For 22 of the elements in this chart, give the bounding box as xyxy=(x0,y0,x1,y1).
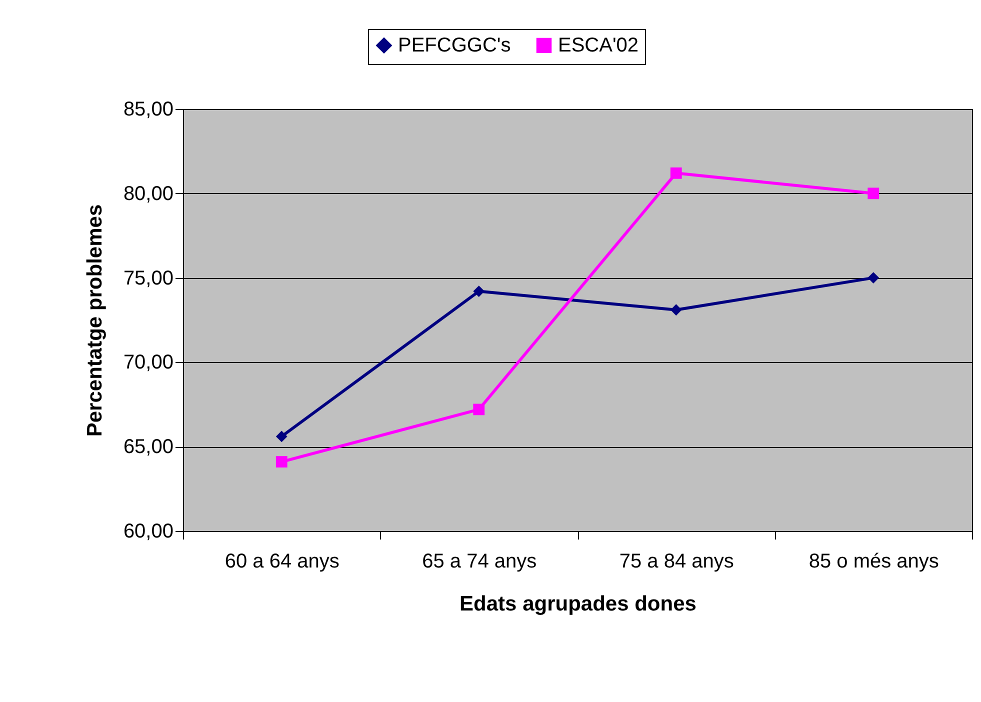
legend-label: PEFCGGC's xyxy=(398,34,511,56)
x-tick-label: 60 a 64 anys xyxy=(224,550,340,572)
point xyxy=(868,188,880,200)
legend-label: ESCA'02 xyxy=(558,34,639,56)
y-tick-label: 60,00 xyxy=(123,520,174,542)
point xyxy=(868,272,880,284)
y-axis-title: Percentatge problemes xyxy=(83,204,106,437)
y-tick-label: 80,00 xyxy=(123,182,174,205)
y-tick-label: 85,00 xyxy=(123,98,174,120)
point xyxy=(473,286,485,298)
x-tick-label: 65 a 74 anys xyxy=(422,550,537,572)
x-tick-label: 85 o més anys xyxy=(808,550,939,572)
x-tick-label: 75 a 84 anys xyxy=(619,550,734,572)
y-tick-label: 75,00 xyxy=(123,267,174,290)
point xyxy=(670,304,682,316)
x-axis-title: Edats agrupades dones xyxy=(460,592,696,616)
point xyxy=(276,456,288,468)
point xyxy=(473,404,485,416)
point xyxy=(276,430,288,442)
y-tick-label: 65,00 xyxy=(123,436,174,458)
point xyxy=(670,167,682,179)
y-tick-label: 70,00 xyxy=(123,352,174,374)
